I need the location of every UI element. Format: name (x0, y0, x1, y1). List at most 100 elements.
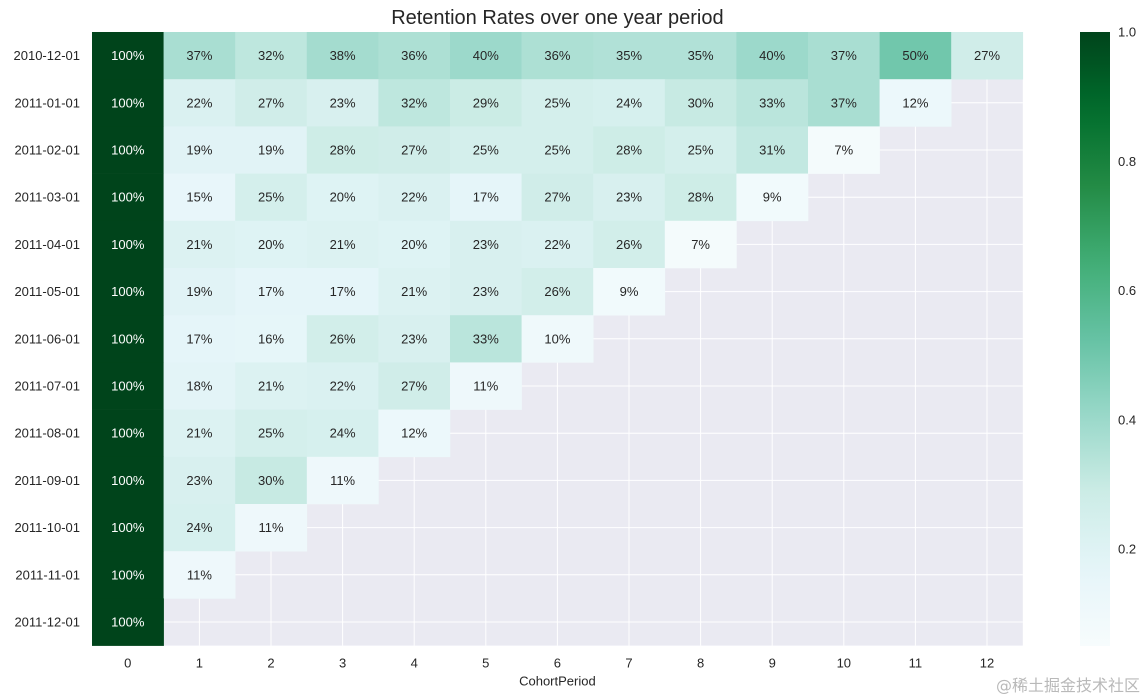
cell-value-label: 40% (759, 48, 785, 63)
heatmap-cell (736, 173, 809, 222)
heatmap-cell (521, 268, 594, 316)
heatmap-cell (521, 173, 594, 222)
heatmap-cell (306, 362, 379, 410)
cell-value-label: 31% (759, 143, 785, 158)
colorbar-tick-label: 0.8 (1118, 154, 1136, 169)
heatmap-cell (808, 32, 880, 80)
cell-value-label: 37% (186, 48, 212, 63)
heatmap-cell (521, 32, 594, 80)
cell-value-label: 29% (473, 95, 499, 110)
cell-value-label: 100% (111, 520, 145, 535)
heatmap-cell (235, 315, 308, 363)
cell-value-label: 27% (544, 190, 570, 205)
heatmap-cell (808, 79, 880, 127)
cell-value-label: 25% (258, 426, 284, 441)
cell-value-label: 100% (111, 379, 145, 394)
cell-value-label: 35% (616, 48, 642, 63)
x-axis-label: CohortPeriod (519, 674, 596, 689)
heatmap-cell (306, 79, 379, 127)
heatmap-cell (450, 126, 522, 174)
heatmap-cell (378, 79, 451, 127)
cell-value-label: 27% (974, 48, 1000, 63)
heatmap-cell (92, 268, 164, 316)
cell-value-label: 100% (111, 331, 145, 346)
heatmap-cell (664, 126, 737, 174)
cell-value-label: 17% (330, 284, 356, 299)
cell-value-label: 32% (401, 95, 427, 110)
heatmap-cell (235, 456, 308, 505)
heatmap-cell (450, 173, 522, 222)
x-tick-label: 8 (697, 656, 704, 671)
heatmap-cell (163, 504, 236, 552)
cell-value-label: 100% (111, 237, 145, 252)
heatmap-cell (163, 456, 236, 505)
x-tick-label: 2 (267, 656, 274, 671)
heatmap-cell (378, 362, 451, 410)
cell-value-label: 32% (258, 48, 284, 63)
heatmap-cell (163, 315, 236, 363)
y-tick-label: 2011-08-01 (14, 426, 80, 441)
cell-value-label: 23% (473, 284, 499, 299)
heatmap-cell (306, 409, 379, 458)
cell-value-label: 19% (258, 143, 284, 158)
heatmap-cell (163, 220, 236, 269)
x-tick-label: 9 (769, 656, 776, 671)
cell-value-label: 100% (111, 95, 145, 110)
heatmap-cell (593, 126, 666, 174)
heatmap-cell (593, 32, 666, 80)
cell-value-label: 11% (473, 379, 498, 394)
heatmap-cell (163, 126, 236, 174)
cell-value-label: 38% (330, 48, 356, 63)
cell-value-label: 11% (258, 520, 283, 535)
heatmap-cell (92, 126, 164, 174)
heatmap-cell (235, 362, 308, 410)
cell-value-label: 35% (688, 48, 714, 63)
cell-value-label: 100% (111, 284, 145, 299)
cell-value-label: 25% (258, 190, 284, 205)
cell-value-label: 25% (544, 143, 570, 158)
cell-value-label: 24% (186, 520, 212, 535)
heatmap-cell (92, 173, 164, 222)
cell-value-label: 24% (616, 95, 642, 110)
heatmap-cell (92, 409, 164, 458)
cell-value-label: 26% (616, 237, 642, 252)
heatmap-cell (450, 79, 522, 127)
heatmap-cell (378, 126, 451, 174)
heatmap-cell (951, 32, 1024, 80)
cell-value-label: 33% (759, 95, 785, 110)
cell-value-label: 27% (258, 95, 284, 110)
heatmap-cell (92, 551, 164, 599)
cell-value-label: 9% (620, 284, 639, 299)
cell-value-label: 100% (111, 567, 145, 582)
y-tick-label: 2011-07-01 (14, 379, 80, 394)
cell-value-label: 100% (111, 48, 145, 63)
heatmap-cell (92, 362, 164, 410)
cell-value-label: 100% (111, 190, 145, 205)
heatmap-cell (306, 126, 379, 174)
heatmap-cell (235, 409, 308, 458)
cell-value-label: 21% (186, 237, 212, 252)
heatmap-cell (235, 268, 308, 316)
heatmap-cell (378, 268, 451, 316)
cell-value-label: 17% (473, 190, 499, 205)
heatmap-cell (235, 173, 308, 222)
heatmap-cell (163, 32, 236, 80)
colorbar (1080, 32, 1110, 646)
cell-value-label: 23% (186, 473, 212, 488)
watermark-text: @稀土掘金技术社区 (995, 676, 1140, 695)
y-tick-label: 2011-10-01 (14, 520, 80, 535)
heatmap-cell (664, 79, 737, 127)
cell-value-label: 21% (330, 237, 356, 252)
x-tick-label: 4 (411, 656, 418, 671)
heatmap-cell (92, 456, 164, 505)
colorbar-tick-label: 0.4 (1118, 412, 1136, 427)
heatmap-cell (450, 220, 522, 269)
colorbar-tick-label: 1.0 (1118, 25, 1136, 40)
cell-value-label: 21% (186, 426, 212, 441)
cell-value-label: 30% (688, 95, 714, 110)
cell-value-label: 24% (330, 426, 356, 441)
heatmap-cell (879, 79, 952, 127)
cell-value-label: 100% (111, 473, 145, 488)
cell-value-label: 25% (688, 143, 714, 158)
